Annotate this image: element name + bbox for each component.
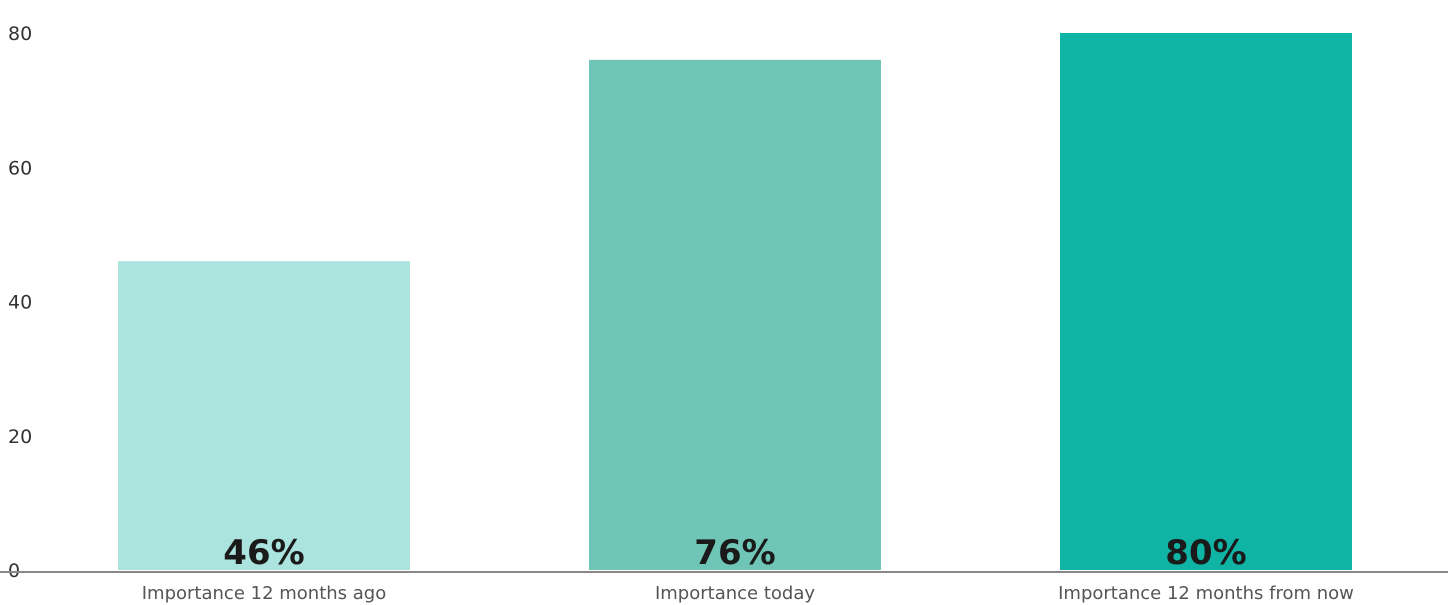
bar-value-label: 46% — [223, 533, 304, 573]
y-tick-label: 60 — [8, 157, 32, 179]
y-tick-label: 20 — [8, 426, 32, 448]
y-tick-label: 80 — [8, 23, 32, 45]
y-tick-label: 40 — [8, 292, 32, 314]
bar-value-label: 80% — [1165, 533, 1246, 573]
bars-group — [118, 33, 1352, 570]
value-labels: 46% 76% 80% — [223, 533, 1246, 573]
x-axis-categories: Importance 12 months ago Importance today… — [142, 583, 1354, 604]
x-category-label: Importance 12 months from now — [1058, 583, 1354, 604]
bar — [1060, 33, 1352, 570]
y-axis-ticks: 020406080 — [8, 23, 32, 582]
bar — [589, 59, 881, 570]
bar-value-label: 76% — [694, 533, 775, 573]
bar — [118, 261, 410, 570]
x-category-label: Importance today — [655, 583, 815, 604]
x-category-label: Importance 12 months ago — [142, 583, 387, 604]
